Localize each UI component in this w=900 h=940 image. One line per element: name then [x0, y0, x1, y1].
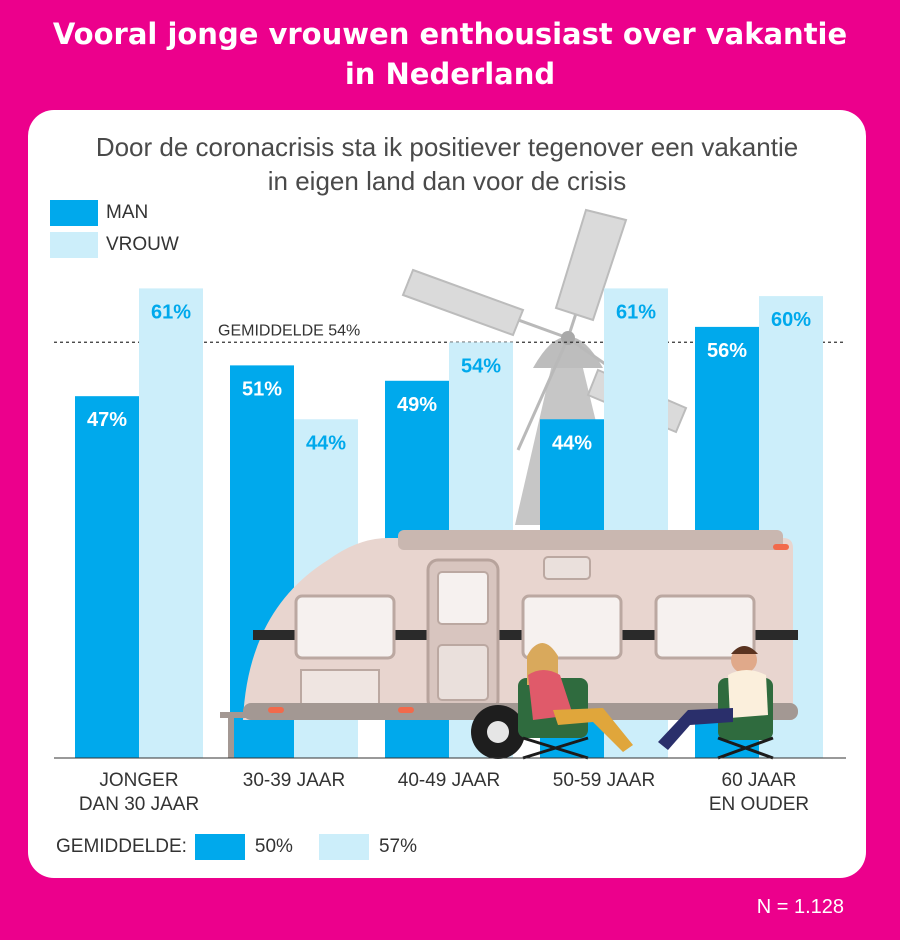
data-label-vrouw-3: 54%: [461, 355, 501, 377]
caravan-illustration: [220, 530, 798, 759]
data-label-vrouw-2: 44%: [306, 432, 346, 454]
x-axis-labels: JONGER DAN 30 JAAR 30-39 JAAR 40-49 JAAR 50-…: [79, 770, 809, 815]
data-label-man-5: 56%: [707, 340, 747, 362]
legend-label-man: MAN: [106, 202, 149, 223]
data-label-man-1: 47%: [87, 409, 127, 431]
bar-vrouw-1: [139, 288, 203, 758]
x-tick-label-3-line-1: 40-49 JAAR: [398, 770, 500, 791]
data-label-vrouw-5: 60%: [771, 309, 811, 331]
average-value-man: 50%: [254, 836, 293, 857]
x-tick-label-5-line-1: 60 JAAR: [722, 770, 797, 791]
page-title: Vooral jonge vrouwen enthousiast over va…: [0, 14, 900, 94]
average-swatch-man: [194, 834, 245, 860]
averages-row: GEMIDDELDE: 50% 57%: [56, 832, 417, 862]
sample-size: N = 1.128: [756, 896, 844, 918]
data-label-man-2: 51%: [242, 378, 282, 400]
legend-item-vrouw: VROUW: [50, 231, 179, 259]
bar-man-1: [75, 396, 139, 758]
chart-title-line-2: in eigen land dan voor de crisis: [267, 166, 627, 196]
x-tick-label-5-line-2: EN OUDER: [709, 794, 809, 815]
average-swatch-vrouw: [318, 834, 369, 860]
chart-title-line-1: Door de coronacrisis sta ik positiever t…: [95, 132, 799, 162]
average-reference-label: GEMIDDELDE 54%: [218, 322, 360, 339]
legend-item-man: MAN: [50, 199, 148, 227]
title-line-2: in Nederland: [344, 57, 556, 91]
x-tick-label-4-line-1: 50-59 JAAR: [553, 770, 655, 791]
bar-chart: GEMIDDELDE 54% 47% 61% 51% 44% 49% 54% 44% 61% 5…: [54, 208, 846, 815]
average-value-vrouw: 57%: [378, 836, 417, 857]
data-label-man-3: 49%: [397, 394, 437, 416]
x-tick-label-2-line-1: 30-39 JAAR: [243, 770, 345, 791]
legend-swatch-man: [50, 200, 98, 226]
title-line-1: Vooral jonge vrouwen enthousiast over va…: [52, 17, 848, 51]
man-in-chair-illustration: [658, 646, 774, 760]
averages-label: GEMIDDELDE:: [56, 836, 187, 857]
data-label-man-4: 44%: [552, 432, 592, 454]
data-label-vrouw-4: 61%: [616, 301, 656, 323]
data-label-vrouw-1: 61%: [151, 301, 191, 323]
legend-label-vrouw: VROUW: [106, 234, 179, 255]
legend-swatch-vrouw: [50, 232, 98, 258]
x-tick-label-1-line-1: JONGER: [99, 770, 178, 791]
woman-in-chair-illustration: [518, 643, 633, 760]
x-tick-label-1-line-2: DAN 30 JAAR: [79, 794, 199, 815]
chart-panel: Door de coronacrisis sta ik positiever t…: [28, 110, 866, 878]
chart-title: Door de coronacrisis sta ik positiever t…: [28, 130, 866, 198]
